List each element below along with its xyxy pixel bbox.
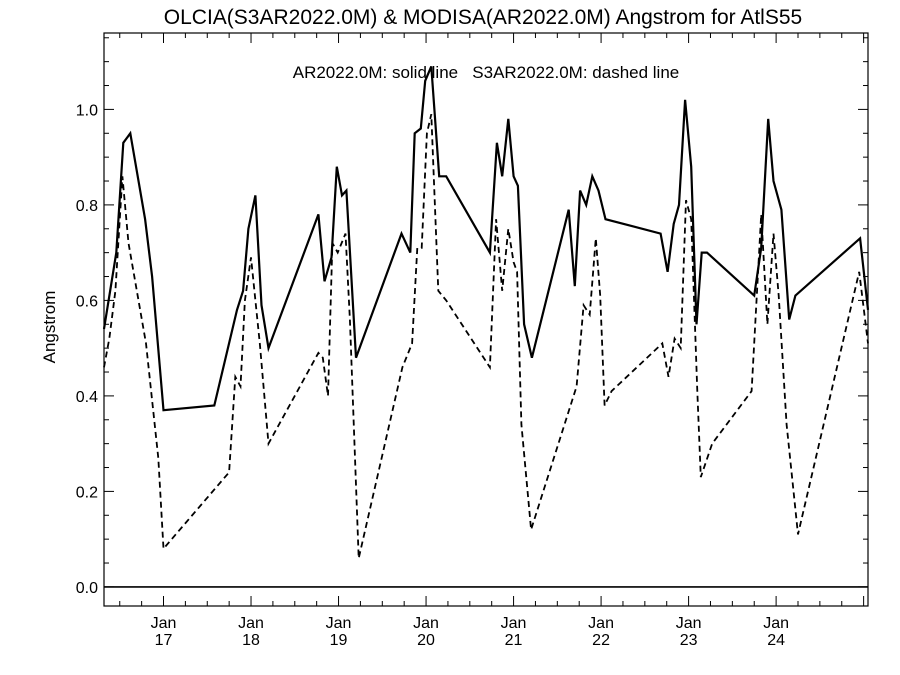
chart-title: OLCIA(S3AR2022.0M) & MODISA(AR2022.0M) A… — [164, 6, 802, 29]
legend-text: AR2022.0M: solid line S3AR2022.0M: dashe… — [293, 63, 680, 82]
x-tick-label-year: 22 — [592, 632, 610, 649]
solid-series-line — [102, 65, 870, 412]
x-tick-label-year: 21 — [505, 632, 523, 649]
x-tick-label-month: Jan — [413, 615, 439, 632]
x-tick-label-year: 17 — [155, 632, 173, 649]
x-tick-label-month: Jan — [326, 615, 352, 632]
y-tick-label: 0.8 — [76, 198, 98, 215]
x-tick-label-month: Jan — [676, 615, 702, 632]
x-tick-label-year: 18 — [242, 632, 260, 649]
plot-frame — [103, 32, 869, 607]
y-tick-label: 0.0 — [76, 580, 98, 597]
x-tick-label-year: 19 — [330, 632, 348, 649]
y-tick-label: 0.4 — [76, 389, 98, 406]
y-tick-label: 0.6 — [76, 293, 98, 310]
x-tick-label-month: Jan — [238, 615, 264, 632]
x-tick-label-year: 23 — [680, 632, 698, 649]
y-tick-label: 0.2 — [76, 484, 98, 501]
dashed-series-line — [103, 113, 869, 559]
plot-area: 0.00.20.40.60.81.0Jan17Jan18Jan19Jan20Ja… — [76, 32, 870, 649]
x-tick-label-month: Jan — [151, 615, 177, 632]
x-tick-label-year: 24 — [767, 632, 785, 649]
y-axis-label: Angstrom — [40, 291, 59, 364]
x-tick-label-month: Jan — [763, 615, 789, 632]
y-tick-label: 1.0 — [76, 102, 98, 119]
x-tick-label-year: 20 — [417, 632, 435, 649]
x-tick-label-month: Jan — [501, 615, 527, 632]
x-tick-label-month: Jan — [588, 615, 614, 632]
